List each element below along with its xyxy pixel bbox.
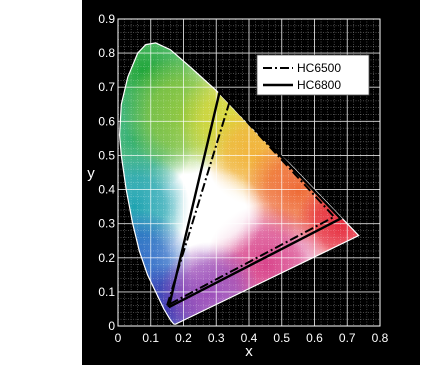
x-tick-label: 0.3 (208, 331, 225, 345)
legend-box (256, 54, 370, 96)
series-line-hc6800 (167, 89, 343, 309)
y-tick-label: 0.6 (98, 114, 115, 128)
x-tick-label: 0.5 (273, 331, 290, 345)
x-tick-label: 0.6 (306, 331, 323, 345)
legend-label-hc6500: HC6500 (297, 61, 341, 75)
legend-label-hc6800: HC6800 (297, 78, 341, 92)
series-layer (166, 89, 343, 309)
x-tick-label: 0.2 (175, 331, 192, 345)
y-tick-label: 0.5 (98, 148, 115, 162)
x-tick-label: 0.8 (372, 331, 389, 345)
x-axis-label: x (245, 343, 253, 360)
y-tick-label: 0.4 (98, 183, 115, 197)
y-tick-label: 0.9 (98, 12, 115, 26)
y-tick-label: 0.8 (98, 46, 115, 60)
legend: HC6500 HC6800 (256, 54, 370, 96)
x-tick-label: 0.4 (241, 331, 258, 345)
series-line-hc6500 (166, 100, 336, 307)
y-tick-label: 0.3 (98, 217, 115, 231)
y-tick-label: 0.1 (98, 285, 115, 299)
x-tick-label: 0.7 (339, 331, 356, 345)
y-tick-label: 0.2 (98, 251, 115, 265)
y-tick-label: 0.7 (98, 80, 115, 94)
y-axis-ticks: 0 0.1 0.2 0.3 0.4 0.5 0.6 0.7 0.8 0.9 (98, 12, 115, 333)
plot-border (117, 18, 381, 327)
x-axis-ticks: 0 0.1 0.2 0.3 0.4 0.5 0.6 0.7 0.8 (115, 331, 389, 345)
y-axis-label: y (87, 165, 95, 182)
x-tick-label: 0 (115, 331, 122, 345)
y-tick-label: 0 (108, 319, 115, 333)
x-tick-label: 0.1 (142, 331, 159, 345)
